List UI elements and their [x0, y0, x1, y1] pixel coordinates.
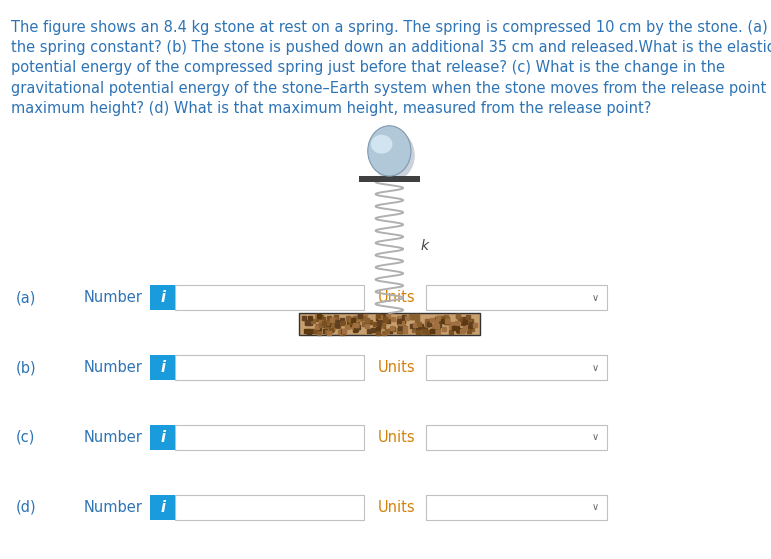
Bar — [426, 355, 607, 380]
Text: Units: Units — [378, 500, 416, 515]
Text: ∨: ∨ — [591, 293, 599, 302]
Text: Number: Number — [83, 430, 142, 445]
Bar — [175, 495, 364, 520]
Text: Number: Number — [83, 290, 142, 305]
Text: i: i — [160, 360, 165, 375]
Bar — [426, 425, 607, 450]
Text: Units: Units — [378, 360, 416, 375]
Bar — [426, 285, 607, 310]
Ellipse shape — [372, 130, 415, 181]
Ellipse shape — [371, 135, 392, 154]
Text: (c): (c) — [15, 430, 35, 445]
Bar — [299, 313, 480, 335]
Text: ∨: ∨ — [591, 433, 599, 442]
Bar — [150, 495, 175, 520]
Bar — [175, 355, 364, 380]
Text: ∨: ∨ — [591, 363, 599, 372]
Text: Number: Number — [83, 360, 142, 375]
Text: ∨: ∨ — [591, 503, 599, 512]
Bar — [150, 285, 175, 310]
Text: The figure shows an 8.4 kg stone at rest on a spring. The spring is compressed 1: The figure shows an 8.4 kg stone at rest… — [11, 20, 771, 116]
Text: Units: Units — [378, 290, 416, 305]
Text: (b): (b) — [15, 360, 36, 375]
Text: i: i — [160, 500, 165, 515]
Bar — [150, 425, 175, 450]
Text: i: i — [160, 290, 165, 305]
Bar — [175, 285, 364, 310]
Text: Number: Number — [83, 500, 142, 515]
Text: (a): (a) — [15, 290, 35, 305]
Ellipse shape — [368, 126, 411, 176]
Bar — [150, 355, 175, 380]
Bar — [426, 495, 607, 520]
Text: Units: Units — [378, 430, 416, 445]
Text: i: i — [160, 430, 165, 445]
Text: k: k — [420, 239, 428, 253]
Bar — [359, 176, 420, 182]
Bar — [175, 425, 364, 450]
Text: (d): (d) — [15, 500, 36, 515]
